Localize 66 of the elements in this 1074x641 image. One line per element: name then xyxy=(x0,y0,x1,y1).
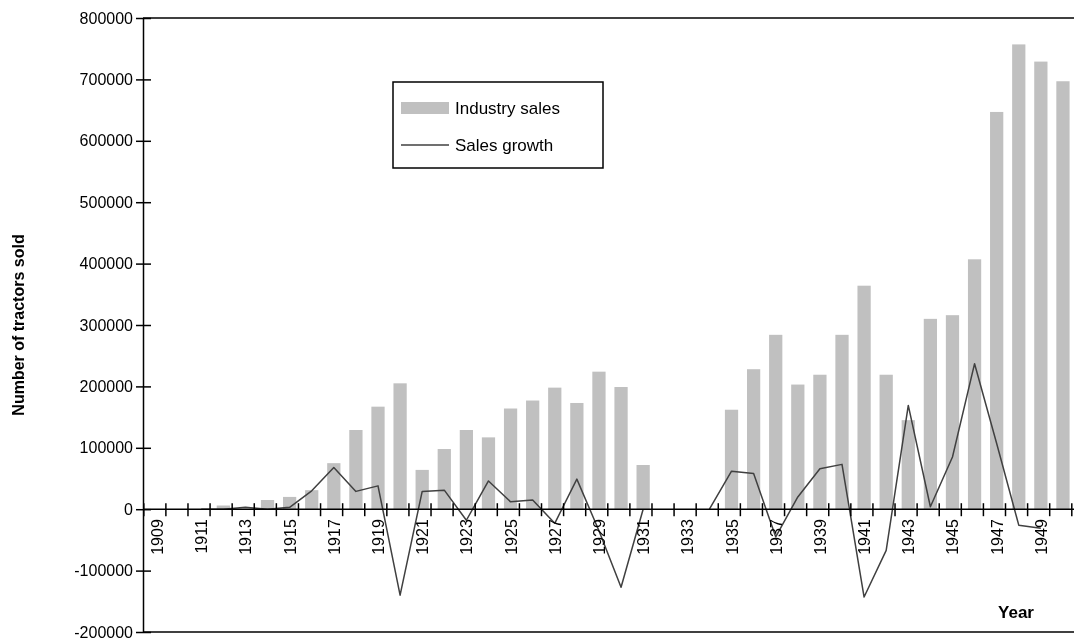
x-tick-label: 1935 xyxy=(723,519,741,555)
bar xyxy=(437,449,451,510)
bar xyxy=(923,318,938,510)
bar xyxy=(459,429,474,510)
bar xyxy=(1056,81,1070,510)
legend-label: Industry sales xyxy=(455,99,560,118)
x-tick-label: 1925 xyxy=(502,519,520,555)
bar xyxy=(481,437,496,510)
x-tick-label: 1941 xyxy=(856,519,874,555)
x-tick-label: 1921 xyxy=(414,519,432,555)
x-tick-label: 1931 xyxy=(635,519,653,555)
x-tick-label: 1913 xyxy=(237,519,255,555)
bar xyxy=(636,464,650,510)
bar xyxy=(349,429,363,510)
bar xyxy=(857,285,871,510)
y-tick-label: 200000 xyxy=(79,378,134,396)
bar xyxy=(724,409,739,510)
legend-label: Sales growth xyxy=(455,136,554,155)
bar xyxy=(1012,44,1026,510)
x-tick-label: 1945 xyxy=(944,519,962,555)
y-tick-label: 400000 xyxy=(79,255,134,273)
y-tick-label: 600000 xyxy=(79,132,134,150)
x-tick-label: 1943 xyxy=(900,519,918,555)
bar xyxy=(548,387,562,510)
x-tick-label: 1927 xyxy=(546,519,564,555)
y-tick-label: 100000 xyxy=(79,439,134,457)
bar xyxy=(1034,61,1048,510)
x-tick-label: 1939 xyxy=(811,519,829,555)
x-tick-label: 1929 xyxy=(590,519,608,555)
bar xyxy=(879,374,893,510)
bar xyxy=(327,463,341,510)
bar xyxy=(503,408,518,510)
bar xyxy=(614,387,628,510)
bar xyxy=(570,402,584,510)
y-tick-label: 0 xyxy=(124,500,134,518)
bar xyxy=(592,371,606,510)
bar xyxy=(746,369,761,510)
y-tick-label: 800000 xyxy=(79,9,134,27)
x-tick-label: 1919 xyxy=(370,519,387,555)
bar xyxy=(393,383,407,510)
y-axis-title: Number of tractors sold xyxy=(10,234,27,416)
x-tick-label: 1947 xyxy=(988,519,1006,555)
y-tick-label: 300000 xyxy=(79,316,134,334)
bar xyxy=(945,315,960,510)
bar xyxy=(967,259,982,510)
x-tick-label: 1911 xyxy=(193,519,211,554)
y-tick-label: -200000 xyxy=(74,623,134,641)
x-tick-label: 1909 xyxy=(149,519,167,555)
x-tick-label: 1923 xyxy=(458,519,476,555)
x-tick-label: 1949 xyxy=(1032,519,1050,555)
bar xyxy=(990,111,1004,510)
bar xyxy=(901,420,915,510)
x-tick-label: 1917 xyxy=(325,519,343,555)
bar xyxy=(769,334,783,510)
y-tick-label: 500000 xyxy=(79,193,134,211)
bar xyxy=(791,384,805,510)
y-tick-label: -100000 xyxy=(74,562,134,580)
bar xyxy=(835,334,849,510)
y-tick-label: 700000 xyxy=(79,71,134,89)
x-tick-label: 1915 xyxy=(281,519,299,555)
bar xyxy=(526,400,540,510)
x-axis-title: Year xyxy=(998,603,1035,622)
x-tick-label: 1933 xyxy=(679,519,697,555)
bar xyxy=(813,374,827,510)
x-tick-label: 1937 xyxy=(767,519,785,555)
bar xyxy=(371,406,385,510)
